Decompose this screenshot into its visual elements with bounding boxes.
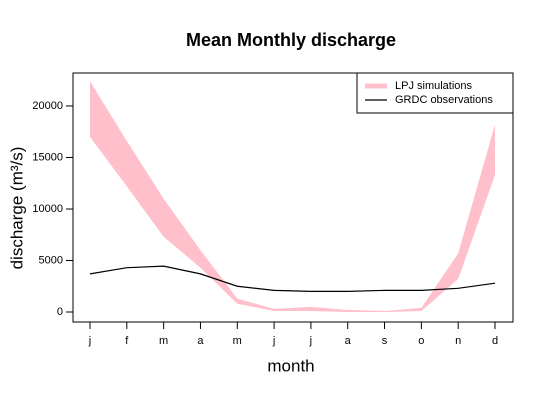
x-tick-label: j <box>272 335 275 347</box>
y-tick-label: 10000 <box>32 203 63 215</box>
x-axis-label: month <box>267 356 314 375</box>
y-tick-label: 20000 <box>32 100 63 112</box>
x-tick-label: a <box>197 335 204 347</box>
legend-label: LPJ simulations <box>395 80 473 92</box>
simulation-band <box>90 81 495 313</box>
x-tick-label: m <box>159 335 168 347</box>
chart-title: Mean Monthly discharge <box>186 30 396 50</box>
x-tick-label: f <box>125 335 129 347</box>
x-tick-label: s <box>382 335 388 347</box>
observation-line <box>89 265 496 293</box>
x-tick-label: o <box>418 335 424 347</box>
x-tick-label: j <box>88 335 91 347</box>
y-tick-label: 5000 <box>39 254 63 266</box>
y-tick-label: 15000 <box>32 151 63 163</box>
y-tick-label: 0 <box>57 306 63 318</box>
plot-frame <box>72 72 514 323</box>
x-tick-label: n <box>455 335 461 347</box>
x-tick-label: d <box>492 335 498 347</box>
legend-label: GRDC observations <box>395 94 493 106</box>
x-tick-label: j <box>309 335 312 347</box>
x-tick-label: m <box>233 335 242 347</box>
legend-box <box>356 72 514 114</box>
y-axis-label: discharge (m³/s) <box>7 147 26 270</box>
x-tick-label: a <box>345 335 352 347</box>
